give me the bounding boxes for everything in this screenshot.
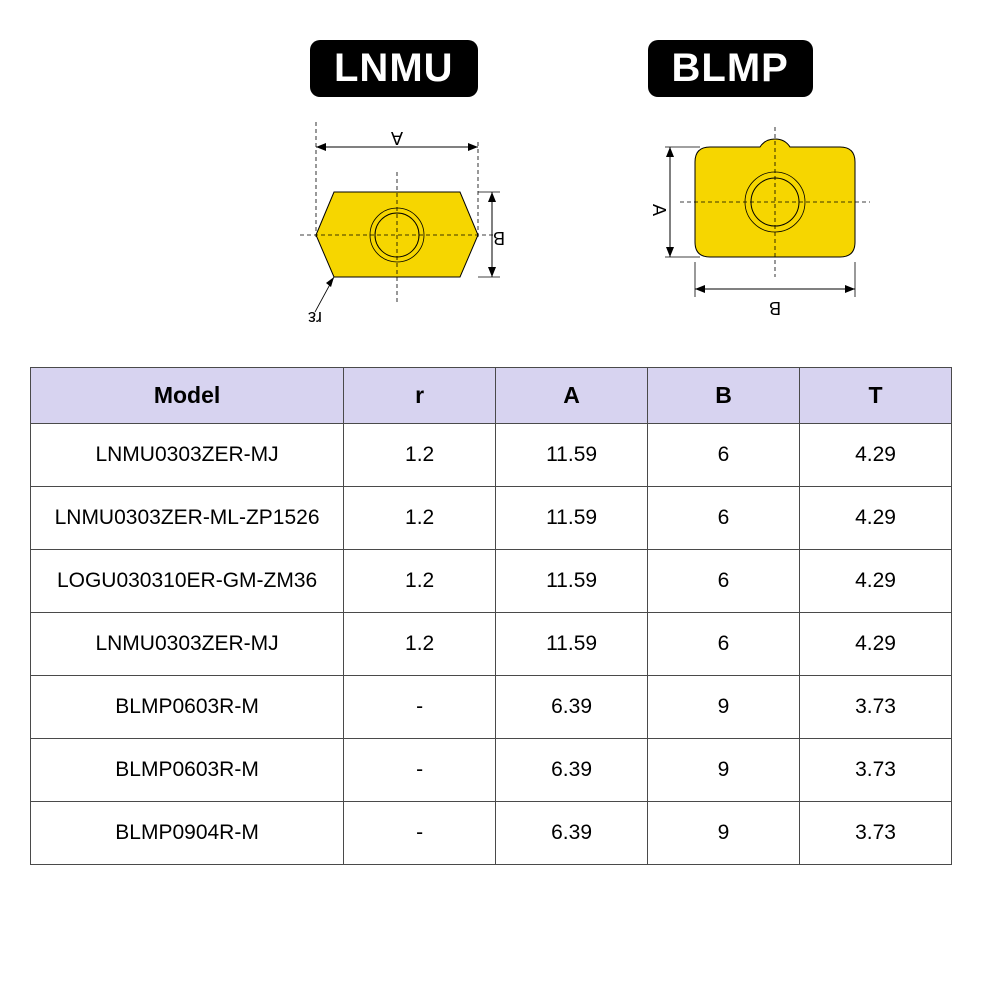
header-row: LNMU BLMP bbox=[30, 40, 952, 97]
data-cell: 4.29 bbox=[800, 613, 952, 676]
data-cell: 6 bbox=[648, 424, 800, 487]
table-row: BLMP0603R-M-6.3993.73 bbox=[31, 676, 952, 739]
model-cell: BLMP0603R-M bbox=[31, 739, 344, 802]
data-cell: - bbox=[344, 739, 496, 802]
data-cell: 3.73 bbox=[800, 676, 952, 739]
data-cell: 3.73 bbox=[800, 802, 952, 865]
data-cell: 6.39 bbox=[496, 802, 648, 865]
table-row: LOGU030310ER-GM-ZM361.211.5964.29 bbox=[31, 550, 952, 613]
table-row: BLMP0904R-M-6.3993.73 bbox=[31, 802, 952, 865]
data-cell: 1.2 bbox=[344, 424, 496, 487]
data-cell: 11.59 bbox=[496, 424, 648, 487]
badge-blmp: BLMP bbox=[648, 40, 813, 97]
model-cell: LNMU0303ZER-MJ bbox=[31, 613, 344, 676]
data-cell: 3.73 bbox=[800, 739, 952, 802]
col-header-b: B bbox=[648, 368, 800, 424]
table-body: LNMU0303ZER-MJ1.211.5964.29LNMU0303ZER-M… bbox=[31, 424, 952, 865]
data-cell: 9 bbox=[648, 676, 800, 739]
data-cell: - bbox=[344, 802, 496, 865]
data-cell: 6 bbox=[648, 613, 800, 676]
data-cell: 1.2 bbox=[344, 487, 496, 550]
data-cell: 1.2 bbox=[344, 550, 496, 613]
table-row: LNMU0303ZER-MJ1.211.5964.29 bbox=[31, 424, 952, 487]
data-cell: 9 bbox=[648, 802, 800, 865]
data-cell: 1.2 bbox=[344, 613, 496, 676]
model-cell: LNMU0303ZER-ML-ZP1526 bbox=[31, 487, 344, 550]
col-header-model: Model bbox=[31, 368, 344, 424]
data-cell: 4.29 bbox=[800, 424, 952, 487]
col-header-r: r bbox=[344, 368, 496, 424]
data-cell: 9 bbox=[648, 739, 800, 802]
blmp-diagram: A B bbox=[630, 117, 890, 327]
blmp-dim-b: B bbox=[769, 298, 781, 318]
data-cell: 11.59 bbox=[496, 487, 648, 550]
data-cell: - bbox=[344, 676, 496, 739]
table-header: ModelrABT bbox=[31, 368, 952, 424]
data-cell: 6.39 bbox=[496, 676, 648, 739]
diagrams-row: A B rε bbox=[30, 117, 952, 327]
data-cell: 6 bbox=[648, 550, 800, 613]
model-cell: BLMP0603R-M bbox=[31, 676, 344, 739]
table-row: LNMU0303ZER-MJ1.211.5964.29 bbox=[31, 613, 952, 676]
data-cell: 11.59 bbox=[496, 550, 648, 613]
col-header-a: A bbox=[496, 368, 648, 424]
model-cell: LOGU030310ER-GM-ZM36 bbox=[31, 550, 344, 613]
data-cell: 4.29 bbox=[800, 550, 952, 613]
lnmu-dim-r: rε bbox=[308, 308, 322, 327]
data-cell: 11.59 bbox=[496, 613, 648, 676]
lnmu-diagram: A B rε bbox=[270, 117, 530, 327]
table-row: BLMP0603R-M-6.3993.73 bbox=[31, 739, 952, 802]
table-row: LNMU0303ZER-ML-ZP15261.211.5964.29 bbox=[31, 487, 952, 550]
model-cell: BLMP0904R-M bbox=[31, 802, 344, 865]
spec-table: ModelrABT LNMU0303ZER-MJ1.211.5964.29LNM… bbox=[30, 367, 952, 865]
lnmu-dim-b: B bbox=[493, 228, 505, 248]
model-cell: LNMU0303ZER-MJ bbox=[31, 424, 344, 487]
lnmu-dim-a: A bbox=[391, 128, 403, 148]
data-cell: 6 bbox=[648, 487, 800, 550]
col-header-t: T bbox=[800, 368, 952, 424]
data-cell: 6.39 bbox=[496, 739, 648, 802]
badge-lnmu: LNMU bbox=[310, 40, 478, 97]
blmp-dim-a: A bbox=[649, 204, 669, 216]
data-cell: 4.29 bbox=[800, 487, 952, 550]
